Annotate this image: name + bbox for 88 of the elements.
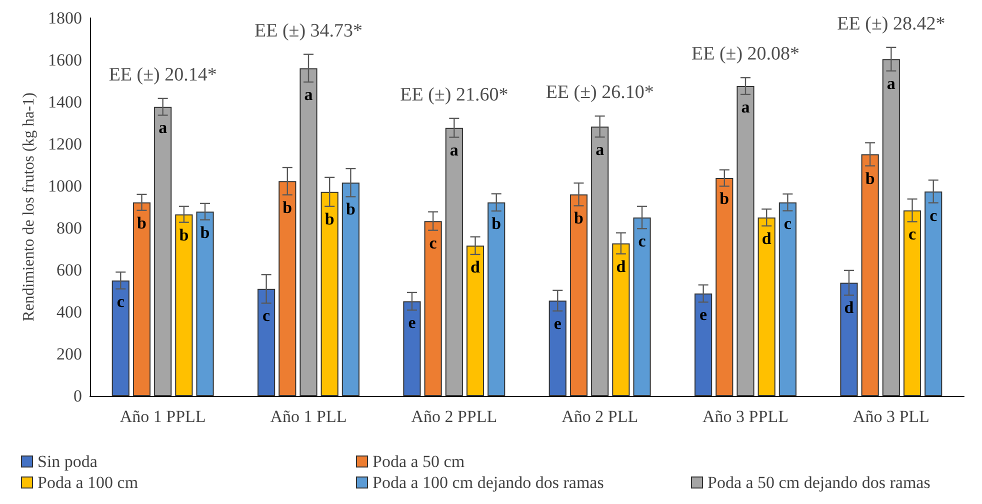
data-label: a [304, 85, 314, 104]
bar [196, 212, 214, 396]
data-label: b [720, 189, 730, 208]
x-tick-label: Año 3 PLL [852, 407, 930, 426]
data-label: a [450, 140, 459, 160]
x-tick-label: Año 1 PPLL [120, 407, 206, 426]
data-label: b [282, 198, 292, 217]
bar [758, 218, 776, 396]
y-tick-label: 200 [56, 344, 82, 364]
bar [132, 202, 151, 396]
annotation: EE (±) 20.14* [108, 64, 217, 86]
legend-label: Poda a 50 cm dejando dos ramas [708, 473, 930, 492]
bar [591, 126, 609, 396]
data-label: a [596, 140, 605, 160]
y-tick-label: 1400 [48, 92, 82, 112]
data-label: e [554, 314, 562, 333]
bar [278, 181, 296, 396]
data-label: b [574, 208, 584, 228]
annotation: EE (±) 34.73* [254, 20, 363, 42]
annotation: EE (±) 28.42* [837, 13, 946, 34]
x-tick-label: Año 3 PPLL [702, 407, 788, 426]
bar [716, 178, 734, 396]
legend-label: Poda a 100 cm [38, 473, 138, 492]
bar [112, 280, 130, 396]
bar [320, 192, 338, 396]
data-label: a [741, 97, 750, 116]
bar [403, 301, 421, 396]
data-label: d [470, 257, 481, 276]
data-label: b [200, 222, 210, 242]
bar [488, 202, 506, 396]
y-tick-label: 1800 [48, 8, 82, 28]
annotation: EE (±) 21.60* [400, 84, 508, 106]
bar [548, 300, 566, 396]
data-label: c [908, 224, 916, 244]
data-label: b [324, 209, 334, 228]
bar [778, 202, 796, 396]
data-label: e [700, 305, 708, 324]
bar [466, 246, 484, 396]
y-tick-label: 1000 [48, 176, 82, 196]
y-tick-label: 1600 [48, 50, 82, 70]
data-label: b [137, 213, 146, 232]
legend-label: Poda a 50 cm [372, 452, 465, 471]
bar [258, 288, 276, 396]
data-label: d [844, 298, 854, 318]
data-label: d [616, 256, 626, 276]
bar [342, 182, 360, 396]
bar [445, 128, 463, 396]
data-label: c [930, 206, 938, 225]
bar [570, 194, 588, 396]
bar [694, 294, 712, 396]
y-tick-label: 600 [56, 260, 82, 280]
x-tick-label: Año 2 PPLL [411, 407, 498, 426]
data-label: a [886, 74, 896, 93]
bar [840, 282, 858, 396]
y-tick-label: 400 [56, 302, 82, 322]
data-label: e [408, 313, 416, 332]
bar [882, 59, 900, 396]
data-label: b [179, 225, 189, 244]
y-tick-label: 1200 [48, 134, 82, 154]
data-label: a [158, 118, 168, 138]
data-label: b [346, 200, 356, 219]
data-label: b [865, 168, 875, 188]
data-label: b [492, 214, 502, 233]
annotation: EE (±) 20.08* [691, 44, 800, 65]
data-label: d [762, 228, 772, 248]
data-label: c [116, 292, 125, 311]
bar [612, 243, 630, 396]
x-tick-label: Año 2 PLL [562, 407, 638, 426]
data-label: c [429, 233, 438, 252]
legend-label: Sin poda [38, 452, 98, 471]
bar [175, 214, 193, 396]
bar [924, 191, 942, 396]
bar [903, 210, 922, 396]
data-label: c [638, 232, 646, 251]
y-tick-label: 0 [74, 386, 82, 406]
bar [424, 221, 442, 396]
x-tick-label: Año 1 PLL [270, 407, 347, 426]
annotation: EE (±) 26.10* [546, 82, 654, 104]
bar [861, 154, 879, 396]
bar [736, 86, 754, 396]
bar [300, 68, 318, 396]
bar [633, 218, 651, 396]
y-axis-title: Rendimiento de los frutos (kg ha-1) [20, 92, 38, 322]
data-label: c [784, 214, 792, 233]
y-tick-label: 800 [56, 218, 82, 238]
bar [154, 106, 172, 396]
data-label: c [262, 306, 271, 326]
legend-label: Poda a 100 cm dejando dos ramas [372, 473, 604, 492]
